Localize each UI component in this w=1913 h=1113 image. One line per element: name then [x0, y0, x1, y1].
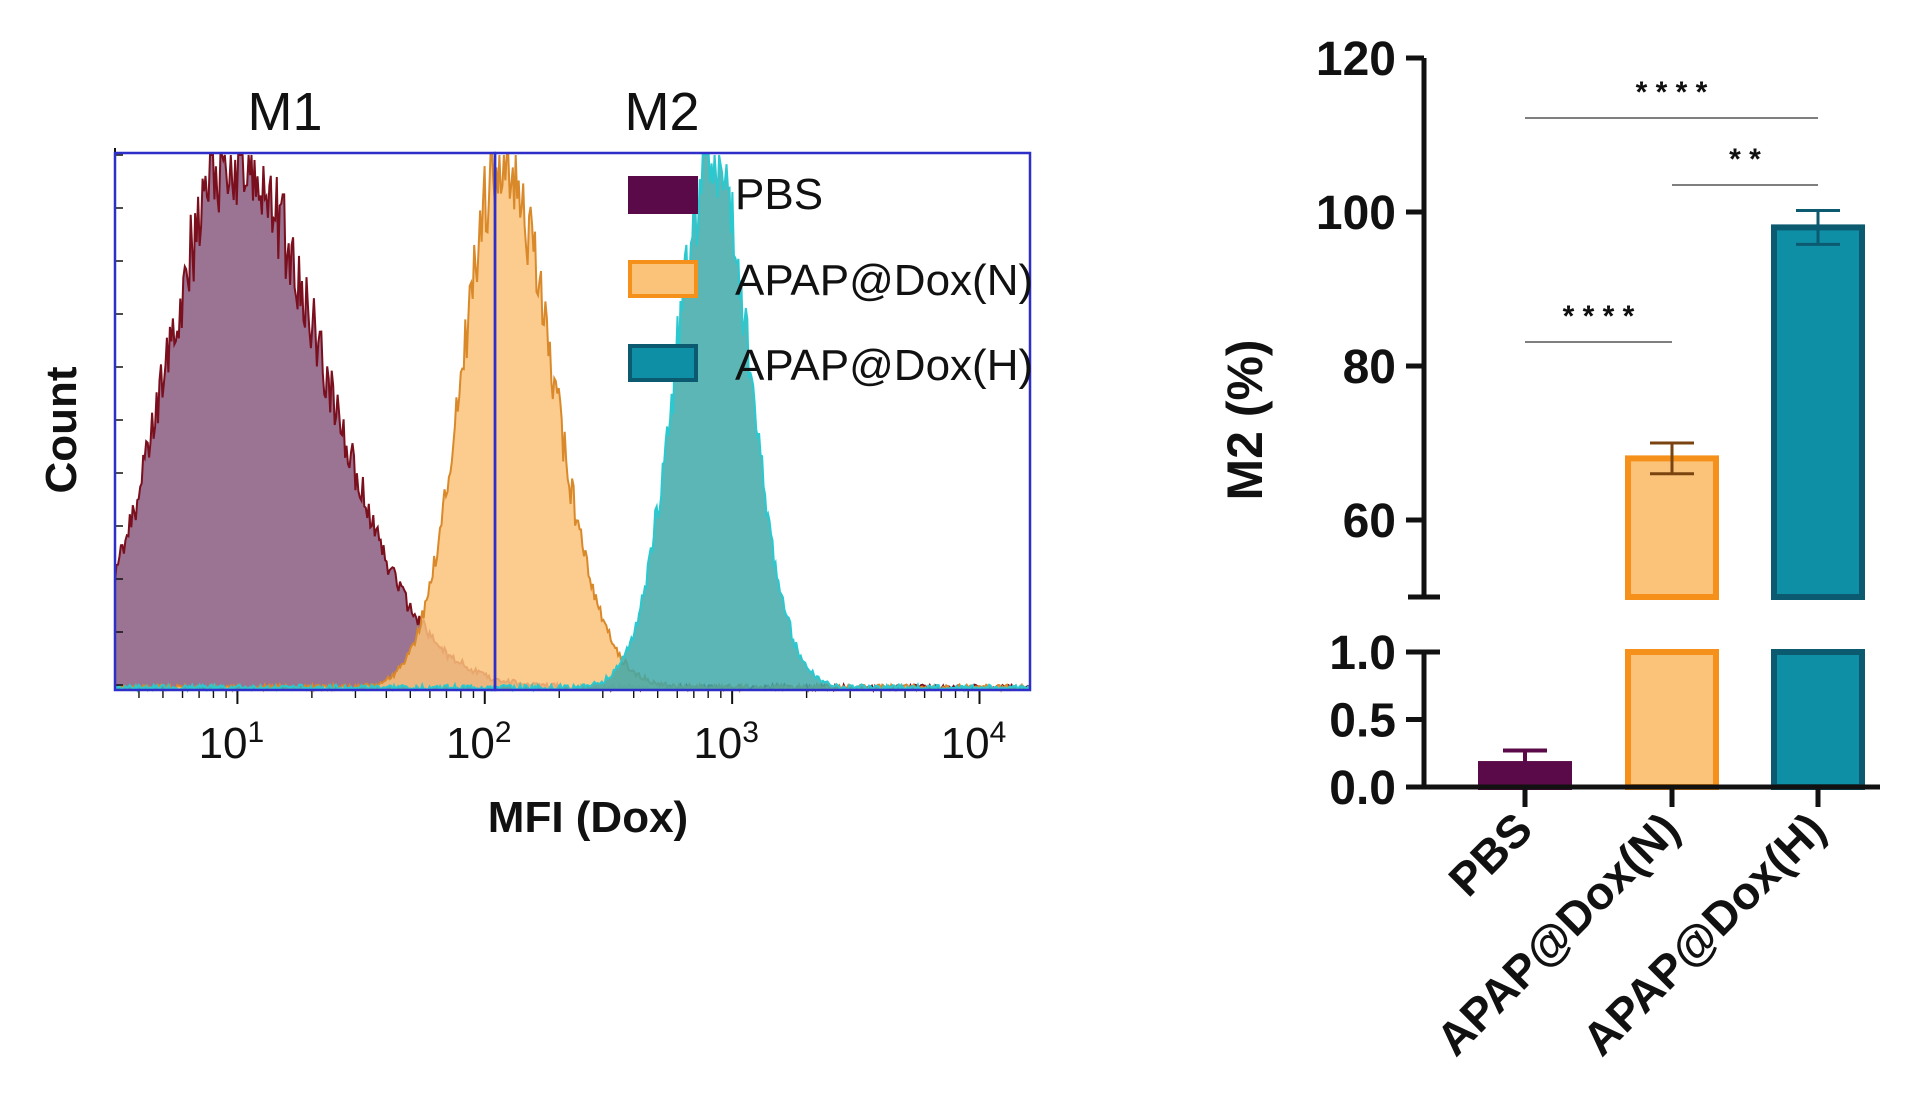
- bar-y-tick-label: 100: [1316, 187, 1396, 240]
- legend-swatch-apap-n: [628, 260, 698, 298]
- gate-label-m1: M1: [247, 82, 322, 142]
- histogram-x-tick-label: 101: [199, 716, 265, 768]
- bar-chart-bars: [1478, 208, 1865, 790]
- histogram-y-axis-title: Count: [37, 366, 86, 493]
- significance-label: * *: [1729, 143, 1761, 176]
- histogram-area-pbs: [115, 155, 1030, 690]
- bar-pbs: [1478, 748, 1572, 790]
- gate-box-m2: [493, 151, 1032, 692]
- histogram-x-tick-label: 104: [941, 716, 1007, 768]
- histogram-x-axis-title: MFI (Dox): [488, 793, 688, 842]
- histogram-panel: M1 M2 PBS APAP@Dox(N) APAP@Dox(H) 101 102…: [37, 82, 1033, 842]
- legend-swatch-pbs: [628, 176, 698, 214]
- gate-label-m2: M2: [624, 82, 699, 142]
- bar-y-tick-label: 80: [1343, 341, 1396, 394]
- legend-swatch-apap-h: [628, 344, 698, 382]
- bar-y-tick-label: 120: [1316, 33, 1396, 86]
- histogram-area-apap-dox-n: [115, 155, 1030, 690]
- bar-chart-y-axis-title: M2 (%): [1217, 339, 1273, 500]
- gate-boxes: [113, 151, 1032, 692]
- significance-label: * * * *: [1563, 300, 1635, 333]
- legend-label-apap-h: APAP@Dox(H): [735, 341, 1033, 390]
- bar-y-tick-label: 60: [1343, 495, 1396, 548]
- bar-chart-y-tick-labels: 60 80 100 120 0.0 0.5 1.0: [1316, 33, 1396, 815]
- bar-chart-panel: * * * * * * * * * * 60 80 100 120 0.0 0.5 1.0 PB…: [1217, 33, 1880, 1065]
- legend-label-pbs: PBS: [735, 170, 823, 219]
- histogram-x-tick-label: 102: [446, 716, 512, 768]
- histogram-x-tick-labels: 101 102 103 104: [199, 716, 1007, 768]
- bar-rect-upper-apap-dox-n: [1625, 455, 1719, 600]
- histogram-legend: PBS APAP@Dox(N) APAP@Dox(H): [628, 170, 1033, 390]
- bar-category-label-pbs: PBS: [1438, 802, 1542, 906]
- bar-rect-lower-apap-dox-n: [1625, 649, 1719, 790]
- significance-label: * * * *: [1636, 76, 1708, 109]
- bar-apap-dox-h: [1771, 208, 1865, 790]
- bar-rect-pbs: [1478, 761, 1572, 790]
- histogram-series-group: [114, 154, 1031, 694]
- bar-apap-dox-n: [1625, 441, 1719, 790]
- bar-chart-axes: [1406, 55, 1880, 807]
- bar-y-tick-label: 0.0: [1329, 762, 1396, 815]
- bar-rect-upper-apap-dox-h: [1771, 224, 1865, 600]
- significance-brackets: * * * * * * * * * *: [1525, 76, 1818, 343]
- histogram-x-tick-label: 103: [693, 716, 759, 768]
- bar-rect-lower-apap-dox-h: [1771, 649, 1865, 790]
- bar-y-tick-label: 0.5: [1329, 695, 1396, 748]
- legend-label-apap-n: APAP@Dox(N): [735, 256, 1033, 305]
- bar-y-tick-label: 1.0: [1329, 627, 1396, 680]
